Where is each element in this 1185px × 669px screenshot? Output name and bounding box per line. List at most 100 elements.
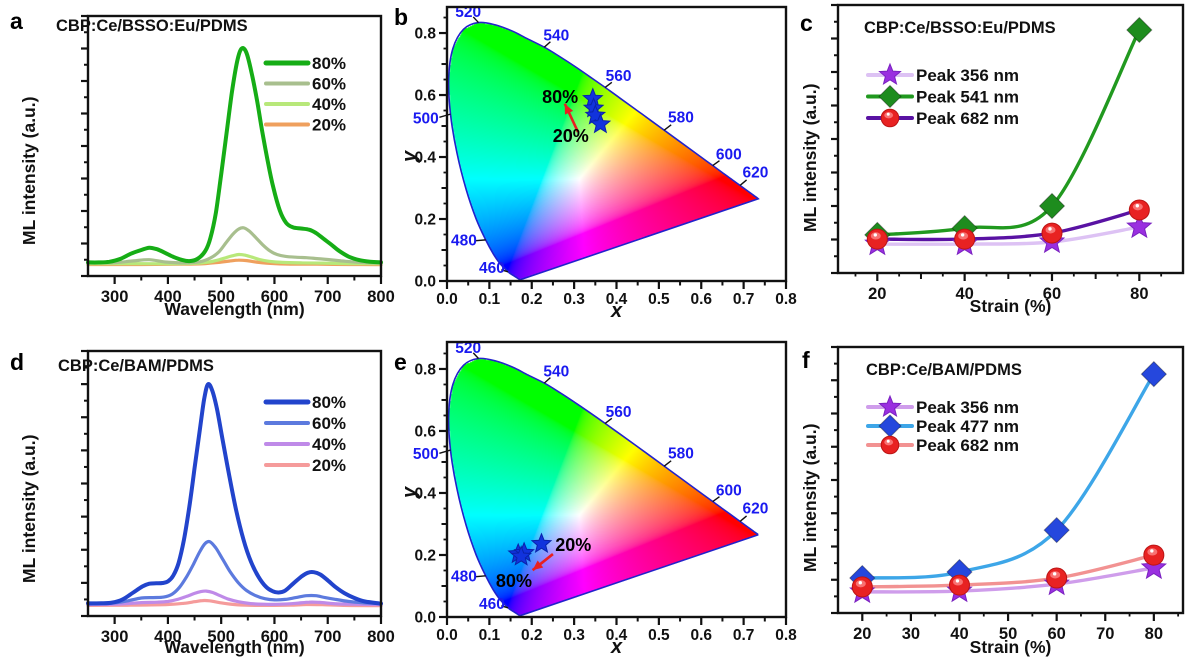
svg-text:Peak 541 nm: Peak 541 nm [916,88,1019,107]
svg-text:0.6: 0.6 [690,627,712,644]
svg-text:80%: 80% [496,571,532,591]
svg-text:0.2: 0.2 [521,627,543,644]
svg-text:0.4: 0.4 [414,485,436,502]
x-axis-label-f: Strain (%) [969,637,1052,657]
svg-text:0.8: 0.8 [775,291,797,308]
x-axis-label-a: Wavelength (nm) [164,299,305,319]
svg-text:800: 800 [367,288,395,306]
svg-text:70: 70 [1096,625,1114,643]
svg-text:20%: 20% [312,456,346,475]
svg-text:500: 500 [207,628,235,646]
svg-text:40%: 40% [312,95,346,114]
strain-chart-c: 20 40 60 80 Peak 356 nm Peak 541 nm Peak 682 n… [831,3,1185,303]
panel-letter-f: f [802,347,810,373]
svg-text:560: 560 [606,404,632,421]
svg-text:20%: 20% [553,126,589,146]
svg-text:0.6: 0.6 [414,423,436,440]
svg-text:600: 600 [261,628,289,646]
svg-text:500: 500 [413,446,439,463]
svg-text:0.0: 0.0 [414,274,436,291]
panel-title-d: CBP:Ce/BAM/PDMS [58,357,214,375]
x-axis-label-b: x [610,300,623,322]
svg-text:0.6: 0.6 [690,291,712,308]
panel-a: a CBP:Ce/BSSO:Eu/PDMS Wavelength (nm) ML… [0,0,395,334]
svg-text:800: 800 [367,628,395,646]
svg-text:0.5: 0.5 [648,627,670,644]
svg-text:0.2: 0.2 [521,291,543,308]
svg-text:60%: 60% [312,414,346,433]
svg-text:400: 400 [154,628,182,646]
svg-text:500: 500 [413,110,439,127]
panel-d: d CBP:Ce/BAM/PDMS Wavelength (nm) ML int… [0,335,395,669]
panel-letter-d: d [10,349,25,375]
svg-text:0.7: 0.7 [733,291,755,308]
svg-text:20%: 20% [312,116,346,135]
panel-letter-b: b [394,4,409,30]
svg-text:Peak 682 nm: Peak 682 nm [916,109,1019,128]
svg-text:40: 40 [955,285,973,303]
svg-text:Peak 356 nm: Peak 356 nm [916,398,1019,417]
svg-text:620: 620 [743,500,769,517]
svg-text:300: 300 [101,288,129,306]
cie-gamut-canvas-e [447,342,786,617]
svg-text:0.3: 0.3 [563,627,585,644]
svg-text:540: 540 [543,28,569,45]
svg-text:480: 480 [451,569,477,586]
panel-letter-c: c [800,10,813,36]
panel-letter-e: e [394,349,407,375]
panel-title-f: CBP:Ce/BAM/PDMS [866,361,1022,379]
spectrum-chart-a: 300 400 500 600 700 800 80% 60%40% 20% [81,14,395,306]
svg-text:60%: 60% [312,75,346,94]
svg-text:20: 20 [853,625,871,643]
svg-text:0.8: 0.8 [414,26,436,43]
svg-text:0.2: 0.2 [414,547,436,564]
svg-text:560: 560 [606,68,632,85]
svg-text:0.4: 0.4 [606,627,628,644]
svg-text:40: 40 [950,625,968,643]
svg-text:Peak 682 nm: Peak 682 nm [916,436,1019,455]
svg-text:80%: 80% [542,87,578,107]
svg-text:40%: 40% [312,435,346,454]
svg-text:0.1: 0.1 [479,627,501,644]
svg-text:Peak 356 nm: Peak 356 nm [916,66,1019,85]
svg-text:0.4: 0.4 [414,150,436,167]
panel-f: f CBP:Ce/BAM/PDMS Strain (%) ML intensit… [790,335,1185,669]
svg-text:540: 540 [543,363,569,380]
svg-text:520: 520 [455,340,481,357]
svg-text:460: 460 [479,596,505,613]
svg-text:0.4: 0.4 [606,291,628,308]
svg-text:80: 80 [1145,625,1163,643]
x-axis-label-d: Wavelength (nm) [164,637,305,657]
spectrum-chart-d: 300 400 500 600 700 800 80% 60% 40% 20% [81,349,395,646]
svg-text:0.6: 0.6 [414,88,436,105]
svg-text:0.2: 0.2 [414,212,436,229]
svg-text:0.8: 0.8 [775,627,797,644]
svg-text:0.7: 0.7 [733,627,755,644]
svg-text:80%: 80% [312,54,346,73]
svg-text:300: 300 [101,628,129,646]
svg-text:700: 700 [314,288,342,306]
svg-text:460: 460 [479,260,505,277]
svg-text:700: 700 [314,628,342,646]
x-axis-label-e: x [610,636,623,658]
svg-text:50: 50 [999,625,1017,643]
panel-c: c CBP:Ce/BSSO:Eu/PDMS Strain (%) ML inte… [790,0,1185,334]
panel-letter-a: a [10,8,23,34]
svg-text:0.0: 0.0 [436,291,458,308]
svg-text:0.3: 0.3 [563,291,585,308]
svg-text:0.5: 0.5 [648,291,670,308]
panel-title-a: CBP:Ce/BSSO:Eu/PDMS [56,17,248,35]
panel-b: b x y 460 480 500 520 540 560 580 600 620 0.0 0.1 0… [390,0,797,334]
svg-text:600: 600 [716,147,742,164]
svg-text:20%: 20% [555,535,591,555]
svg-text:0.1: 0.1 [479,291,501,308]
svg-text:500: 500 [207,288,235,306]
svg-text:0.0: 0.0 [414,610,436,627]
svg-text:480: 480 [451,233,477,250]
svg-text:520: 520 [455,4,481,21]
svg-text:Peak 477 nm: Peak 477 nm [916,417,1019,436]
